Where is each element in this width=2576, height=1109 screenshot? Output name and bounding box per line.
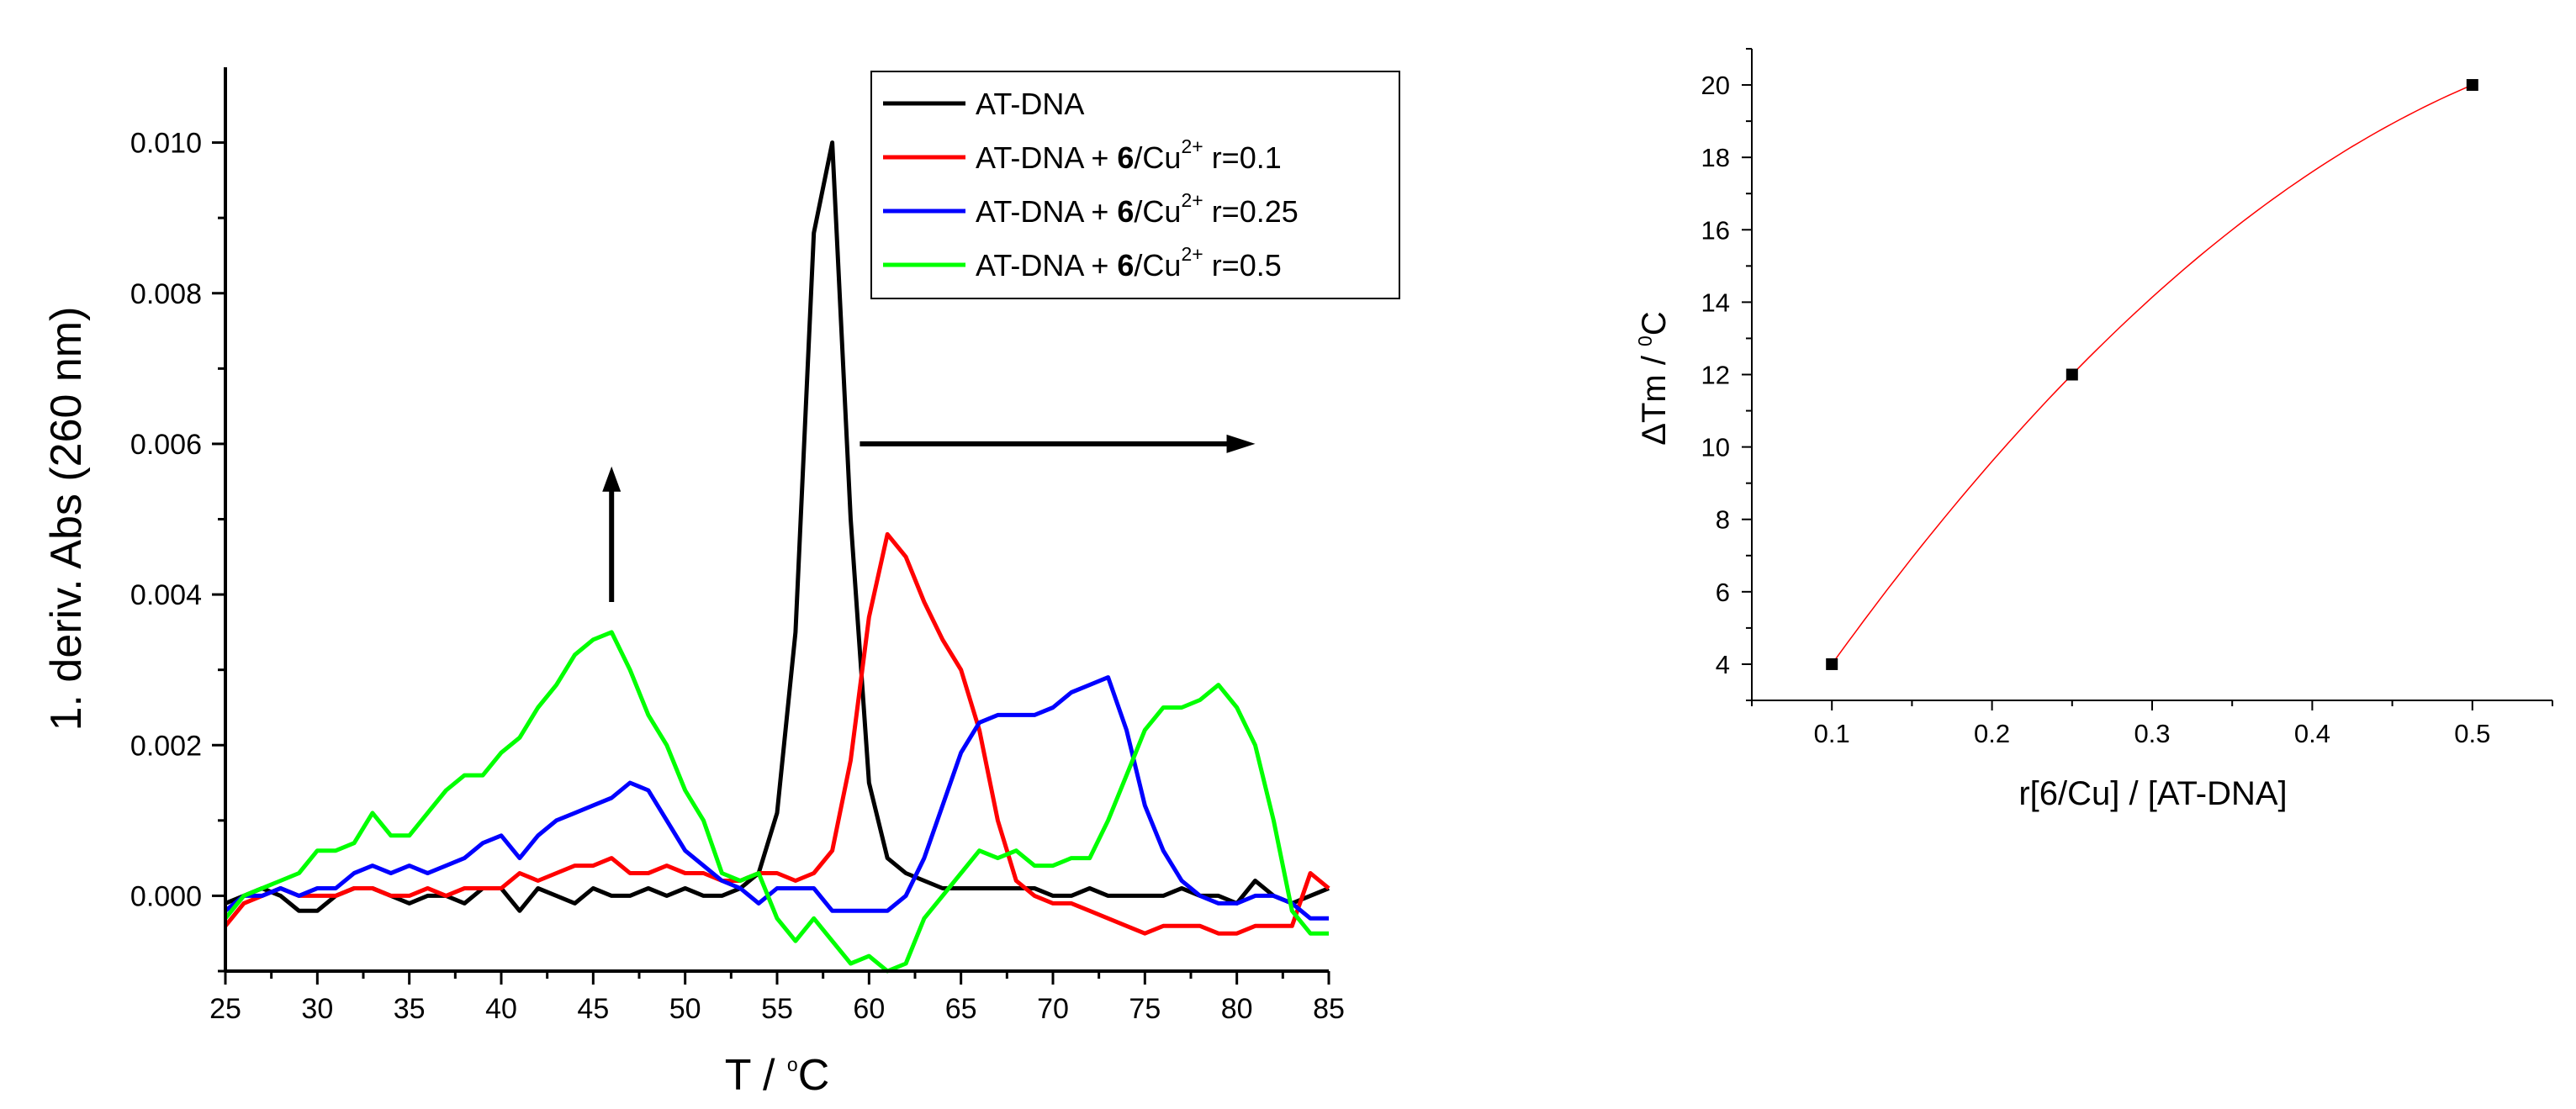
series-line-4 xyxy=(224,630,1329,974)
y-tick-label: 0.000 xyxy=(130,880,202,912)
x-tick-label: 85 xyxy=(1313,993,1345,1025)
x-tick-label: 75 xyxy=(1129,993,1161,1025)
y-tick-label: 8 xyxy=(1716,505,1730,535)
fit-curve-group xyxy=(1831,84,2473,665)
x-tick-label: 40 xyxy=(485,993,517,1025)
y-tick-label: 14 xyxy=(1701,288,1730,317)
y-tick-label: 0.004 xyxy=(130,579,202,611)
x-tick-label: 60 xyxy=(853,993,885,1025)
legend-label-4: AT-DNA + 6/Cu2+ r=0.5 xyxy=(976,243,1282,283)
x-tick-label: 0.1 xyxy=(1814,719,1850,748)
x-axis-title: r[6/Cu] / [AT-DNA] xyxy=(2018,775,2287,812)
series-line-2 xyxy=(224,531,1330,936)
y-axis-title: 1. deriv. Abs (260 nm) xyxy=(42,307,91,731)
x-tick-label: 0.4 xyxy=(2294,719,2330,748)
legend-box xyxy=(870,71,1400,299)
x-tick-label: 0.5 xyxy=(2454,719,2490,748)
x-tick-label: 65 xyxy=(945,993,977,1025)
x-tick-label: 50 xyxy=(669,993,701,1025)
y-ticks: 0.000 0.002 0.004 0.006 0.008 0.010 xyxy=(130,128,225,973)
x-tick-label: 35 xyxy=(394,993,426,1025)
y-tick-label: 0.010 xyxy=(130,128,202,160)
legend: AT-DNA AT-DNA + 6/Cu2+ r=0.1 AT-DNA + 6/Cu… xyxy=(870,71,1400,299)
x-ticks: 0.1 0.2 0.3 0.4 0.5 xyxy=(1751,700,2553,748)
y-tick-label: 0.002 xyxy=(130,730,202,762)
x-tick-label: 55 xyxy=(761,993,793,1025)
x-tick-label: 25 xyxy=(209,993,241,1025)
x-ticks: 25 30 35 40 45 50 55 60 65 70 75 80 85 xyxy=(209,971,1345,1025)
arrow-head xyxy=(1226,434,1256,453)
x-tick-label: 30 xyxy=(301,993,333,1025)
data-point xyxy=(1826,657,1838,670)
y-tick-label: 0.006 xyxy=(130,429,202,461)
y-tick-label: 0.008 xyxy=(130,278,202,310)
y-tick-label: 4 xyxy=(1716,650,1730,679)
x-tick-label: 80 xyxy=(1221,993,1253,1025)
arrow-head xyxy=(602,466,622,492)
arrow-up xyxy=(602,466,622,603)
arrow-right xyxy=(860,434,1256,453)
series-group xyxy=(224,140,1330,974)
melting-derivative-chart: 25 30 35 40 45 50 55 60 65 70 75 80 85 0.0000.0020.0… xyxy=(42,67,1400,1100)
y-tick-label: 6 xyxy=(1716,578,1730,607)
delta-tm-chart: 0.1 0.2 0.3 0.4 0.5 4 6 8 10 12 14 16 18 20 r[6/Cu] … xyxy=(1634,48,2553,812)
y-tick-label: 18 xyxy=(1701,143,1730,172)
legend-label-3: AT-DNA + 6/Cu2+ r=0.25 xyxy=(976,189,1299,229)
y-tick-label: 20 xyxy=(1701,71,1730,100)
fit-curve xyxy=(1831,84,2473,665)
y-tick-label: 10 xyxy=(1701,433,1730,462)
data-point xyxy=(2066,368,2078,381)
y-tick-label: 12 xyxy=(1701,361,1730,390)
series-line-3 xyxy=(224,675,1329,921)
legend-label-2: AT-DNA + 6/Cu2+ r=0.1 xyxy=(976,135,1282,175)
data-points xyxy=(1826,79,2478,670)
annotation-arrows xyxy=(602,434,1256,603)
legend-label-1: AT-DNA xyxy=(976,87,1084,121)
y-axis-title: ΔTm / 0C xyxy=(1634,311,1673,446)
x-tick-label: 70 xyxy=(1037,993,1069,1025)
y-tick-label: 16 xyxy=(1701,215,1730,245)
y-ticks: 4 6 8 10 12 14 16 18 20 xyxy=(1701,48,1752,701)
x-axis-title: T / oC xyxy=(725,1051,830,1100)
x-tick-label: 0.3 xyxy=(2134,719,2170,748)
series-line-1 xyxy=(225,140,1330,913)
data-point xyxy=(2466,79,2478,92)
x-tick-label: 45 xyxy=(577,993,609,1025)
x-tick-label: 0.2 xyxy=(1974,719,2010,748)
